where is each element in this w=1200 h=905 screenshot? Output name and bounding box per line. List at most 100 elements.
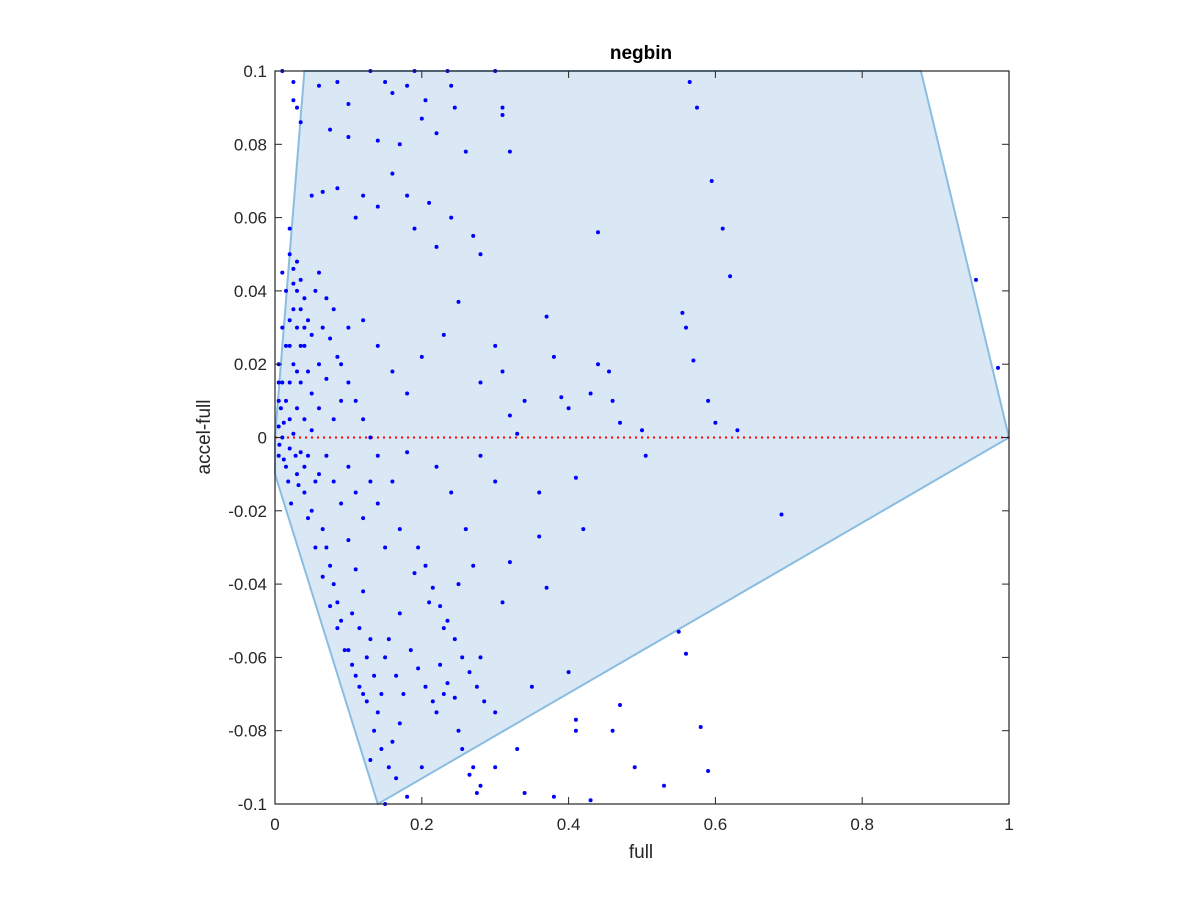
data-point xyxy=(419,354,424,359)
x-axis-label: full xyxy=(629,842,653,863)
data-point xyxy=(405,83,410,88)
data-point xyxy=(335,600,340,605)
data-point xyxy=(394,673,399,678)
data-point xyxy=(276,424,281,429)
data-point xyxy=(471,233,476,238)
data-point xyxy=(346,325,351,330)
data-point xyxy=(515,431,520,436)
data-point xyxy=(317,472,321,477)
data-point xyxy=(445,681,450,686)
data-point xyxy=(438,604,443,609)
data-point xyxy=(291,98,296,103)
data-point xyxy=(441,692,446,696)
data-point xyxy=(320,325,325,330)
data-point xyxy=(684,325,688,330)
data-point xyxy=(368,637,373,642)
data-point xyxy=(478,252,483,257)
data-point xyxy=(302,464,307,469)
data-point xyxy=(412,226,417,231)
data-point xyxy=(687,80,692,84)
data-point xyxy=(386,765,391,770)
y-tick-label: 0.1 xyxy=(243,62,267,81)
data-point xyxy=(293,453,298,458)
data-point xyxy=(298,380,303,385)
data-point xyxy=(291,281,296,286)
data-point xyxy=(335,80,340,84)
data-point xyxy=(452,695,457,700)
data-point xyxy=(295,406,299,411)
data-point xyxy=(423,684,428,689)
data-point xyxy=(427,600,432,605)
data-point xyxy=(317,83,321,88)
y-tick-label: -0.02 xyxy=(228,502,267,521)
data-point xyxy=(390,739,395,744)
y-tick-label: 0 xyxy=(258,429,267,448)
data-point xyxy=(287,417,292,422)
data-point xyxy=(390,91,395,95)
data-point xyxy=(680,310,685,315)
data-point xyxy=(295,288,299,293)
data-point xyxy=(309,508,314,513)
data-point xyxy=(544,585,549,590)
data-point xyxy=(361,318,366,323)
data-point xyxy=(324,545,329,550)
data-point xyxy=(643,453,648,458)
data-point xyxy=(375,710,380,715)
data-point xyxy=(339,362,344,367)
data-point xyxy=(529,684,534,689)
data-point xyxy=(276,380,281,385)
data-point xyxy=(383,545,388,550)
data-point xyxy=(295,369,299,374)
data-point xyxy=(302,343,307,348)
data-point xyxy=(339,398,344,403)
data-point xyxy=(397,142,402,147)
data-point xyxy=(419,765,424,770)
data-point xyxy=(456,728,461,733)
data-point xyxy=(449,83,454,88)
data-point xyxy=(331,479,336,484)
data-point xyxy=(423,563,428,568)
data-point xyxy=(320,574,325,579)
data-point xyxy=(471,563,476,568)
data-point xyxy=(353,673,358,678)
data-point xyxy=(277,442,282,447)
data-point xyxy=(684,651,688,656)
data-point xyxy=(361,589,366,594)
data-point xyxy=(500,369,505,374)
data-point xyxy=(298,343,303,348)
data-point xyxy=(364,655,369,660)
data-point xyxy=(295,259,299,264)
data-point xyxy=(295,105,299,110)
data-point xyxy=(296,483,301,488)
data-point xyxy=(353,490,358,495)
data-point xyxy=(361,193,366,198)
data-point xyxy=(291,80,296,84)
data-point xyxy=(281,420,286,425)
chart-title: negbin xyxy=(610,43,672,64)
data-point xyxy=(493,479,498,484)
data-point xyxy=(390,171,395,176)
data-point xyxy=(573,717,578,722)
data-point xyxy=(735,428,740,433)
data-point xyxy=(460,655,465,660)
data-point xyxy=(434,244,439,249)
data-point xyxy=(339,501,344,506)
data-point xyxy=(289,501,294,506)
data-point xyxy=(375,138,380,143)
data-point xyxy=(478,453,483,458)
data-point xyxy=(331,307,336,312)
data-point xyxy=(335,186,340,191)
y-tick-label: -0.08 xyxy=(228,722,267,741)
data-point xyxy=(383,655,388,660)
data-point xyxy=(463,527,468,532)
data-point xyxy=(302,417,307,422)
data-point xyxy=(720,226,725,231)
data-point xyxy=(632,765,637,770)
data-point xyxy=(350,662,355,667)
data-point xyxy=(346,102,351,106)
data-point xyxy=(298,120,303,125)
data-point xyxy=(287,446,292,451)
data-point xyxy=(566,670,571,675)
x-tick-label: 0 xyxy=(270,815,279,834)
